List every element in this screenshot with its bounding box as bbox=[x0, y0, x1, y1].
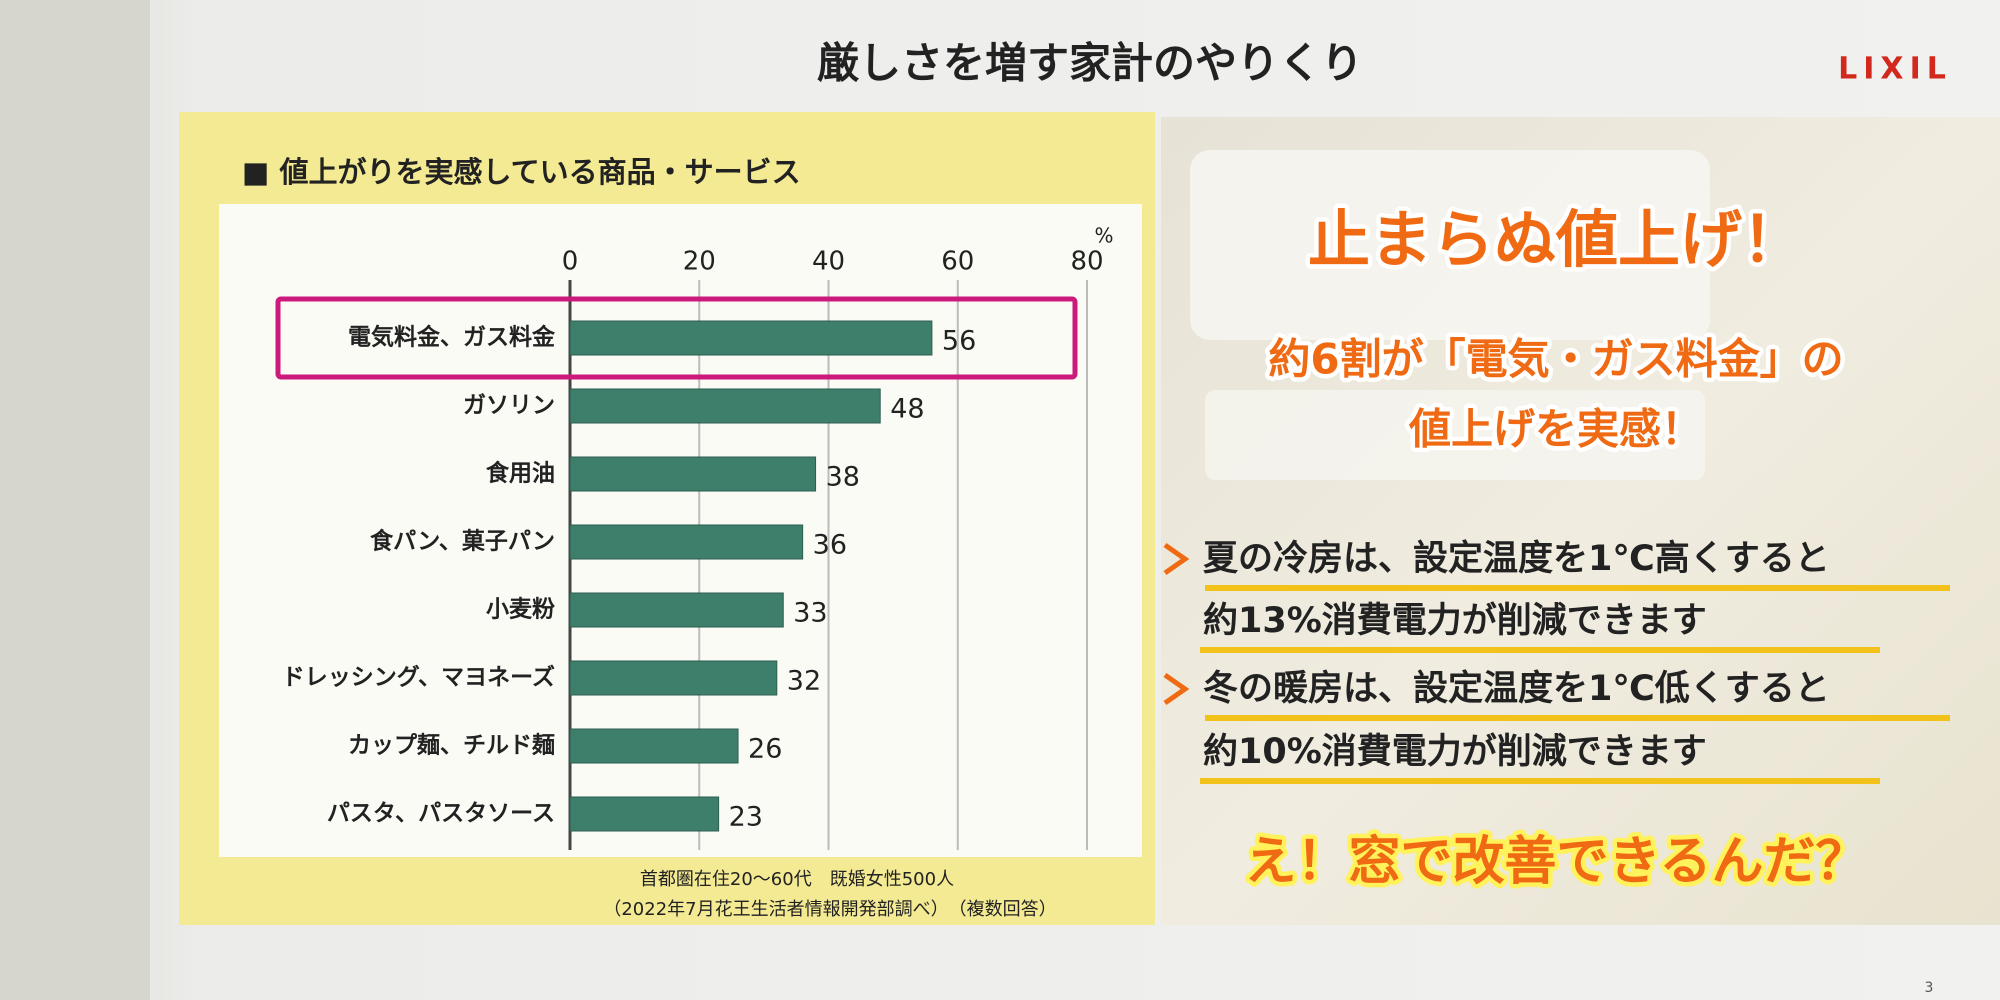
tips: 夏の冷房は、設定温度を1℃高くすると 約13%消費電力が削減できます 冬の暖房は… bbox=[1163, 539, 1950, 784]
tip-line: 約10%消費電力が削減できます bbox=[1203, 732, 1707, 772]
summary-line: 約6割が「電気・ガス料金」の bbox=[1268, 335, 1843, 384]
bar bbox=[569, 592, 784, 628]
y-tick-label: パスタ、パスタソース bbox=[327, 801, 555, 827]
bar bbox=[569, 456, 817, 492]
chart-title: ■ 値上がりを実感している商品・サービス bbox=[242, 155, 801, 189]
value-label: 23 bbox=[729, 802, 763, 833]
footnote: 首都圏在住20～60代 既婚女性500人 bbox=[640, 869, 954, 890]
air-conditioner bbox=[1190, 150, 1710, 340]
y-tick-label: 食用油 bbox=[486, 460, 555, 487]
tip-line: 夏の冷房は、設定温度を1℃高くすると bbox=[1203, 539, 1830, 579]
slide-edge bbox=[0, 0, 150, 1000]
y-tick-label: カップ麺、チルド麺 bbox=[348, 733, 555, 759]
bar bbox=[569, 524, 804, 560]
y-tick-label: 食パン、菓子パン bbox=[370, 528, 555, 555]
y-tick-label: 電気料金、ガス料金 bbox=[348, 324, 556, 351]
x-tick-label: 20 bbox=[683, 247, 716, 277]
bar-chart: 0 20 40 60 80 電気料金、ガス料金 56 ガソリン 48 食用油 38 食パン、菓子パン 3… bbox=[282, 247, 1104, 850]
y-tick-label: 小麦粉 bbox=[486, 597, 555, 623]
value-label: 32 bbox=[787, 666, 821, 697]
bar bbox=[569, 388, 881, 424]
footnote: （2022年7月花王生活者情報開発部調べ） （複数回答） bbox=[603, 899, 1056, 920]
y-tick-label: ドレッシング、マヨネーズ bbox=[282, 664, 555, 691]
tip-line: 冬の暖房は、設定温度を1℃低くすると bbox=[1203, 669, 1830, 709]
value-label: 56 bbox=[942, 326, 976, 357]
value-label: 36 bbox=[813, 530, 847, 561]
value-label: 48 bbox=[890, 394, 924, 425]
air-conditioner-vent bbox=[1205, 390, 1705, 480]
x-tick-label: 80 bbox=[1070, 247, 1103, 277]
x-unit: % bbox=[1094, 224, 1113, 248]
value-label: 38 bbox=[826, 462, 860, 493]
bar bbox=[569, 796, 720, 832]
y-tick-label: ガソリン bbox=[463, 393, 555, 419]
value-label: 26 bbox=[748, 734, 782, 765]
slide-title: 厳しさを増す家計のやりくり bbox=[817, 39, 1363, 88]
closing: え！窓で改善できるんだ？ bbox=[1245, 832, 1868, 892]
x-tick-label: 40 bbox=[812, 247, 845, 277]
bullet bbox=[1163, 672, 1190, 706]
logo: LIXIL bbox=[1838, 52, 1952, 87]
bullet bbox=[1163, 542, 1190, 576]
x-tick-label: 60 bbox=[941, 247, 974, 277]
summary-line: 値上げを実感！ bbox=[1408, 405, 1703, 454]
value-label: 33 bbox=[793, 598, 827, 629]
tip-line: 約13%消費電力が削減できます bbox=[1203, 601, 1707, 641]
highlight-box bbox=[275, 296, 1078, 380]
x-tick-label: 0 bbox=[562, 247, 579, 277]
bar bbox=[569, 320, 933, 356]
bar bbox=[569, 728, 739, 764]
bar bbox=[569, 660, 778, 696]
headline: 止まらぬ値上げ！ bbox=[1308, 203, 1804, 276]
page-number: 3 bbox=[1925, 980, 1934, 996]
